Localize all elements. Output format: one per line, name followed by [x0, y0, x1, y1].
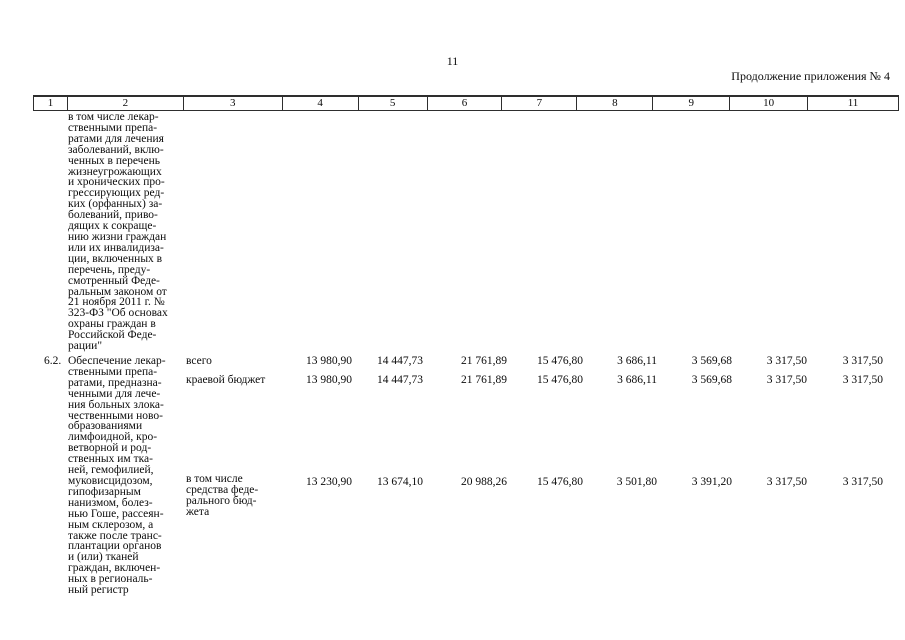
continuation-label: Продолжение приложения № 4	[731, 69, 890, 83]
value-cell-total-col10: 3 317,50	[766, 355, 807, 367]
continuation-text-cell: в том числе лекар- ственными препа- рата…	[68, 111, 168, 353]
column-header-1: 1	[34, 97, 68, 110]
table-header-row: 1 2 3 4 5 6 7 8 9 10 11	[33, 95, 899, 111]
value-cell-regional-col7: 15 476,80	[537, 374, 583, 386]
value-cell-total-col9: 3 569,68	[691, 355, 732, 367]
value-cell-regional-col6: 21 761,89	[461, 374, 507, 386]
value-cell-federal-col8: 3 501,80	[616, 476, 657, 488]
funding-total-label: всего	[186, 355, 212, 367]
value-cell-total-col5: 14 447,73	[377, 355, 423, 367]
column-header-9: 9	[653, 97, 731, 110]
value-cell-total-col7: 15 476,80	[537, 355, 583, 367]
value-cell-total-col4: 13 980,90	[306, 355, 352, 367]
value-cell-total-col11: 3 317,50	[842, 355, 883, 367]
column-header-4: 4	[283, 97, 359, 110]
value-cell-federal-col7: 15 476,80	[537, 476, 583, 488]
value-cell-total-col8: 3 686,11	[617, 355, 657, 367]
value-cell-federal-col4: 13 230,90	[306, 476, 352, 488]
value-cell-regional-col9: 3 569,68	[691, 374, 732, 386]
value-cell-federal-col11: 3 317,50	[842, 476, 883, 488]
value-cell-regional-col10: 3 317,50	[766, 374, 807, 386]
value-cell-federal-col9: 3 391,20	[691, 476, 732, 488]
column-header-10: 10	[730, 97, 809, 110]
funding-federal-budget-label: в том числе средства феде- рального бюд-…	[186, 473, 259, 518]
column-header-8: 8	[577, 97, 654, 110]
value-cell-federal-col6: 20 988,26	[461, 476, 507, 488]
value-cell-federal-col10: 3 317,50	[766, 476, 807, 488]
column-header-11: 11	[847, 97, 859, 109]
column-header-5: 5	[359, 97, 428, 110]
funding-regional-budget-label: краевой бюджет	[186, 374, 266, 386]
value-cell-regional-col4: 13 980,90	[306, 374, 352, 386]
value-cell-regional-col8: 3 686,11	[617, 374, 657, 386]
row-number-6-2: 6.2.	[44, 355, 62, 367]
row-title-6-2: Обеспечение лекар- ственными препа- рата…	[68, 355, 166, 597]
page-number: 11	[446, 54, 459, 68]
column-header-2: 2	[68, 97, 184, 110]
value-cell-federal-col5: 13 674,10	[377, 476, 423, 488]
column-header-6: 6	[428, 97, 503, 110]
column-header-3: 3	[184, 97, 283, 110]
value-cell-regional-col5: 14 447,73	[377, 374, 423, 386]
column-header-7: 7	[502, 97, 578, 110]
value-cell-total-col6: 21 761,89	[461, 355, 507, 367]
value-cell-regional-col11: 3 317,50	[842, 374, 883, 386]
